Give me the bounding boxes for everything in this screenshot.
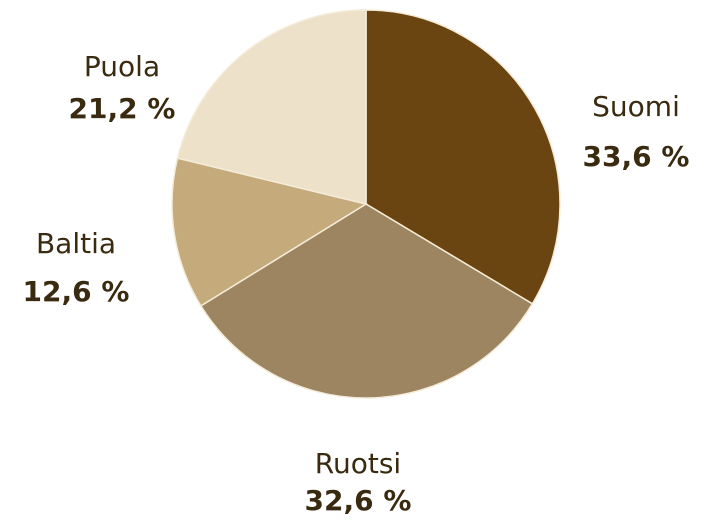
pie-slice [199,203,534,399]
slice-label: Baltia [36,227,116,260]
slice-value-label: 33,6 % [583,140,690,173]
pie-slice [365,9,561,305]
slice-value-label: 12,6 % [23,275,130,308]
slice-value-label: 21,2 % [69,92,176,125]
slice-label: Puola [84,50,160,83]
pie-slice [176,9,367,205]
slice-label: Suomi [592,90,680,123]
slice-value-label: 32,6 % [305,484,412,517]
pie-slice [171,157,368,307]
slice-label: Ruotsi [315,447,401,480]
